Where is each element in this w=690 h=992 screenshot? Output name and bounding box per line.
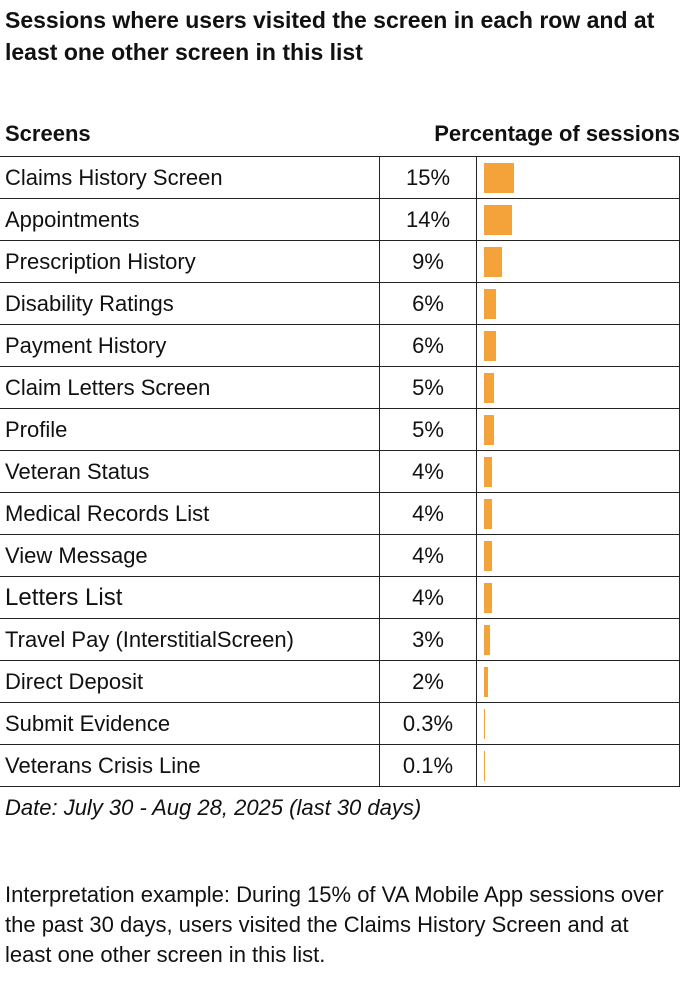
bar-cell <box>477 577 680 618</box>
interpretation-note: Interpretation example: During 15% of VA… <box>5 882 664 967</box>
percentage-label: 4% <box>379 577 477 618</box>
percentage-label: 0.1% <box>379 745 477 786</box>
screen-name-label: Travel Pay (InterstitialScreen) <box>5 627 294 652</box>
percentage-bar <box>484 331 496 361</box>
table-row: Letters List 4% <box>0 577 680 619</box>
percentage-bar <box>484 625 490 655</box>
bar-cell <box>477 703 680 744</box>
table-row: Veteran Status 4% <box>0 451 680 493</box>
table-body: Claims History Screen 15% Appointments 14% P… <box>0 157 680 787</box>
bar-cell <box>477 283 680 324</box>
screen-name-label: Payment History <box>5 333 167 358</box>
date-range-note: Date: July 30 - Aug 28, 2025 (last 30 da… <box>5 795 422 820</box>
table-row: View Message 4% <box>0 535 680 577</box>
bar-cell <box>477 535 680 576</box>
bar-cell <box>477 409 680 450</box>
chart-title: Sessions where users visited the screen … <box>5 7 655 65</box>
sessions-table: Screens Percentage of sessions Claims Hi… <box>0 116 680 787</box>
bar-cell <box>477 241 680 282</box>
table-row: Submit Evidence 0.3% <box>0 703 680 745</box>
screen-name-label: Claims History Screen <box>5 165 223 190</box>
table-row: Direct Deposit 2% <box>0 661 680 703</box>
screen-name-label: Medical Records List <box>5 501 210 526</box>
bar-cell <box>477 745 680 786</box>
percentage-label: 6% <box>379 325 477 366</box>
percentage-label: 2% <box>379 661 477 702</box>
percentage-label: 5% <box>379 409 477 450</box>
screen-name-label: Profile <box>5 417 68 442</box>
percentage-label: 0.3% <box>379 703 477 744</box>
percentage-bar <box>484 541 492 571</box>
percentage-bar <box>484 709 485 739</box>
table-row: Prescription History 9% <box>0 241 680 283</box>
percentage-bar <box>484 289 496 319</box>
bar-cell <box>477 367 680 408</box>
bar-cell <box>477 451 680 492</box>
table-row: Profile 5% <box>0 409 680 451</box>
table-row: Appointments 14% <box>0 199 680 241</box>
percentage-label: 6% <box>379 283 477 324</box>
percentage-label: 4% <box>379 535 477 576</box>
column-header-percentage: Percentage of sessions <box>434 121 680 146</box>
screen-name-label: Submit Evidence <box>5 711 171 736</box>
percentage-label: 14% <box>379 199 477 240</box>
table-row: Disability Ratings 6% <box>0 283 680 325</box>
percentage-bar <box>484 373 494 403</box>
percentage-bar <box>484 583 492 613</box>
bar-cell <box>477 325 680 366</box>
bar-cell <box>477 493 680 534</box>
percentage-label: 3% <box>379 619 477 660</box>
table-row: Claim Letters Screen 5% <box>0 367 680 409</box>
table-row: Payment History 6% <box>0 325 680 367</box>
percentage-bar <box>484 247 502 277</box>
percentage-bar <box>484 457 492 487</box>
percentage-bar <box>484 667 488 697</box>
table-row: Claims History Screen 15% <box>0 157 680 199</box>
screen-name-label: Veteran Status <box>5 459 150 484</box>
percentage-bar <box>484 415 494 445</box>
screen-name-label: Prescription History <box>5 249 196 274</box>
percentage-label: 15% <box>379 157 477 198</box>
percentage-label: 4% <box>379 451 477 492</box>
screen-name-label: Veterans Crisis Line <box>5 753 201 778</box>
column-header-screens: Screens <box>5 121 91 146</box>
table-header: Screens Percentage of sessions <box>0 116 680 157</box>
percentage-bar <box>484 163 514 193</box>
table-row: Travel Pay (InterstitialScreen) 3% <box>0 619 680 661</box>
table-row: Medical Records List 4% <box>0 493 680 535</box>
percentage-label: 5% <box>379 367 477 408</box>
bar-cell <box>477 661 680 702</box>
screen-name-label: View Message <box>5 543 148 568</box>
screen-name-label: Letters List <box>5 584 123 611</box>
percentage-bar <box>484 205 512 235</box>
bar-cell <box>477 199 680 240</box>
screen-name-label: Direct Deposit <box>5 669 144 694</box>
percentage-bar <box>484 499 492 529</box>
table-row: Veterans Crisis Line 0.1% <box>0 745 680 787</box>
screen-name-label: Claim Letters Screen <box>5 375 211 400</box>
bar-cell <box>477 157 680 198</box>
screen-name-label: Disability Ratings <box>5 291 174 316</box>
screen-name-label: Appointments <box>5 207 140 232</box>
bar-cell <box>477 619 680 660</box>
percentage-label: 9% <box>379 241 477 282</box>
percentage-label: 4% <box>379 493 477 534</box>
